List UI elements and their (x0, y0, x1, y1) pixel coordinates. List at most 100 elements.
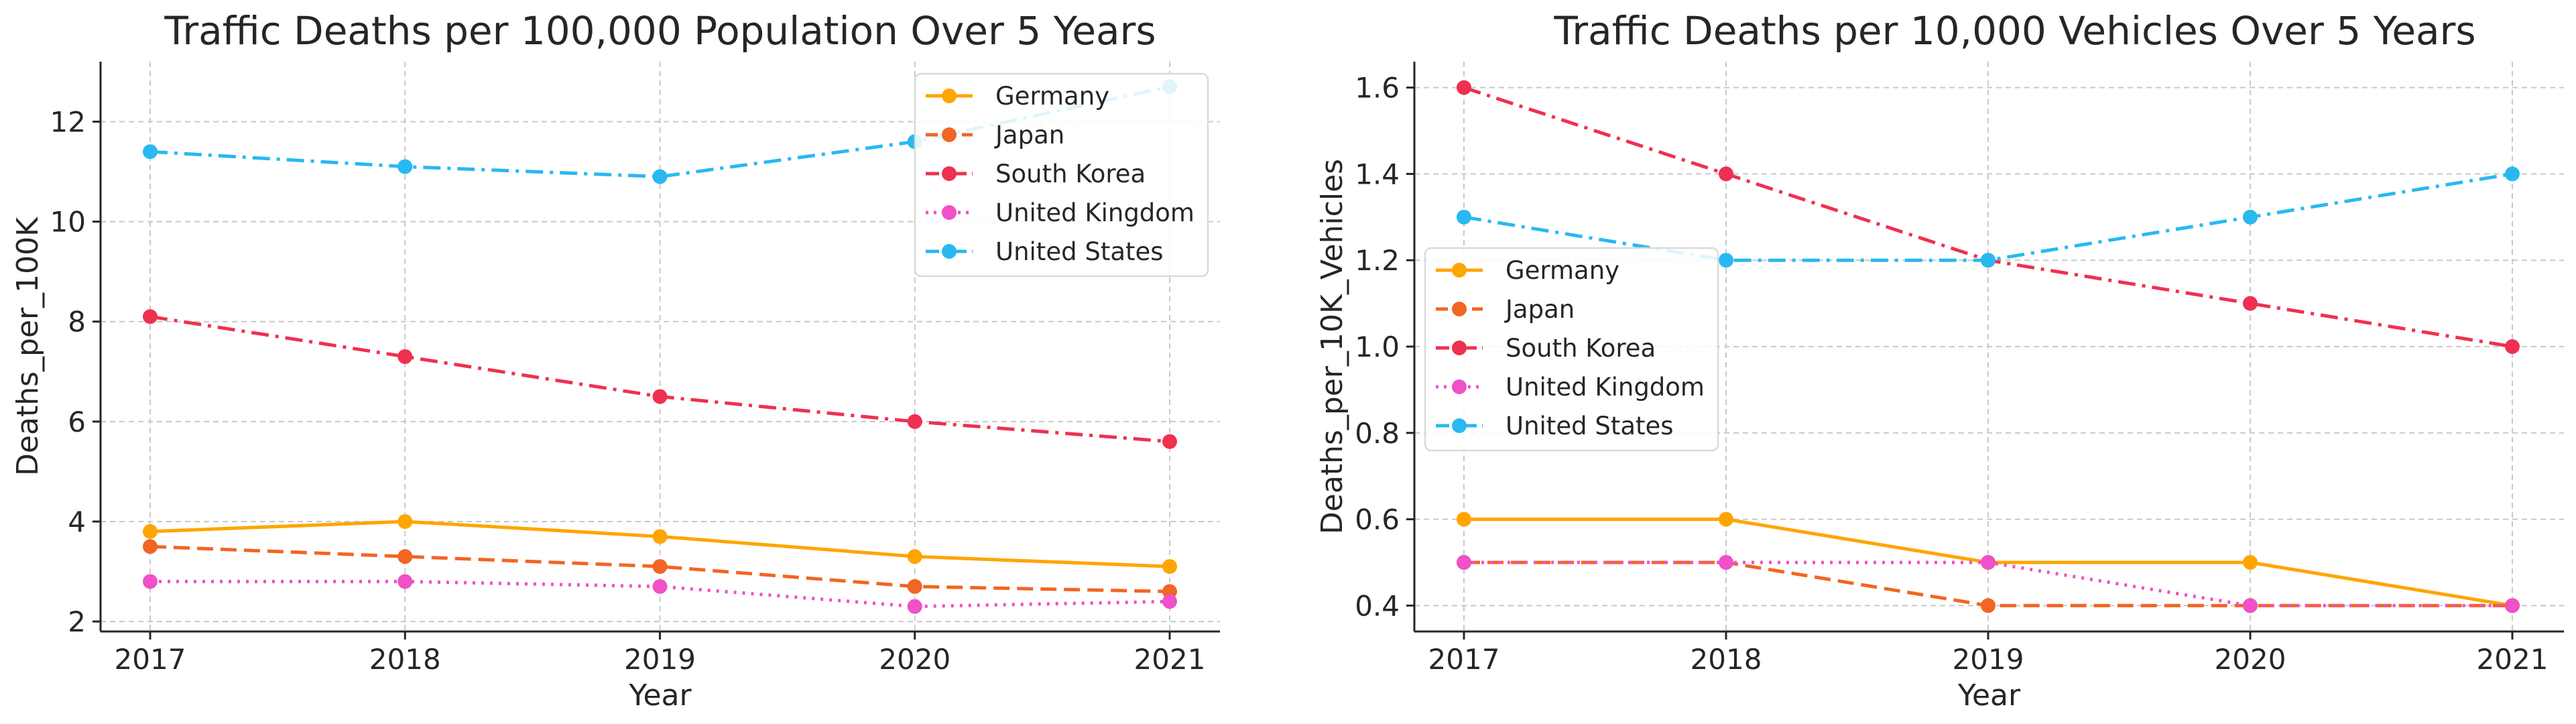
y-axis-label: Deaths_per_100K (11, 217, 45, 476)
legend-label-united-kingdom: United Kingdom (995, 198, 1194, 227)
data-point-south-korea (907, 414, 922, 429)
y-tick-label: 0.4 (1355, 589, 1400, 622)
legend-item-united-kingdom: United Kingdom (926, 198, 1194, 227)
legend-item-japan: Japan (1436, 295, 1575, 324)
series-united-kingdom (1457, 554, 2520, 613)
legend-item-united-states: United States (1436, 412, 1674, 440)
legend-label-japan: Japan (1504, 295, 1575, 324)
series-united-states (1457, 166, 2520, 268)
data-point-germany (397, 514, 413, 529)
legend-label-germany: Germany (1506, 256, 1619, 285)
y-tick-label: 2 (68, 605, 86, 638)
data-point-germany (2243, 554, 2258, 570)
legend: Germany Japan South Korea United Kingdom Uni… (914, 72, 1209, 278)
legend-item-united-states: United States (926, 237, 1164, 266)
data-point-germany (652, 529, 668, 544)
legend-marker-japan (942, 127, 957, 142)
data-point-united-kingdom (1981, 554, 1996, 570)
legend-item-south-korea: South Korea (926, 160, 1146, 188)
x-axis-label: Year (628, 678, 692, 713)
legend-marker-united-states (942, 244, 957, 259)
data-point-united-states (652, 169, 668, 184)
y-tick-label: 0.8 (1355, 417, 1400, 450)
data-point-south-korea (652, 389, 668, 404)
legend-box (1424, 247, 1719, 452)
data-point-united-states (2243, 209, 2258, 225)
data-point-south-korea (143, 309, 158, 324)
series-united-kingdom (143, 574, 1177, 614)
data-point-japan (143, 539, 158, 554)
legend-marker-germany (942, 88, 957, 103)
data-point-united-kingdom (1719, 554, 1733, 570)
legend-item-south-korea: South Korea (1436, 334, 1656, 363)
legend-item-germany: Germany (926, 82, 1109, 111)
chart-2: 2017 2018 2019 2020 2021 0.4 0.6 0.8 1.0 1.2 1.4 1.… (1315, 8, 2564, 713)
y-tick-label: 12 (50, 105, 86, 138)
x-tick-label: 2021 (1134, 643, 1206, 676)
y-tick-label: 1.4 (1355, 158, 1400, 190)
legend: Germany Japan South Korea United Kingdom Uni… (1424, 247, 1719, 452)
legend-marker-south-korea (1452, 341, 1467, 355)
legend-label-south-korea: South Korea (995, 160, 1146, 188)
y-tick-label: 8 (68, 306, 86, 339)
data-point-united-states (1719, 253, 1733, 268)
data-point-united-kingdom (907, 599, 922, 614)
data-point-united-kingdom (143, 574, 158, 589)
y-tick-label: 0.6 (1355, 503, 1400, 536)
data-point-united-kingdom (397, 574, 413, 589)
data-point-south-korea (1457, 80, 1471, 95)
x-tick-label: 2018 (369, 643, 441, 676)
chart-title: Traffic Deaths per 100,000 Population Ov… (164, 8, 1156, 54)
data-point-united-states (2505, 166, 2520, 182)
x-tick-label: 2020 (879, 643, 950, 676)
y-tick-label: 1.6 (1355, 72, 1400, 105)
legend-label-united-kingdom: United Kingdom (1506, 373, 1705, 402)
data-point-japan (1981, 598, 1996, 613)
data-point-south-korea (2505, 339, 2520, 354)
data-point-germany (143, 524, 158, 539)
x-tick-label: 2018 (1691, 643, 1762, 676)
x-tick-label: 2020 (2215, 643, 2286, 676)
data-point-germany (907, 549, 922, 564)
y-tick-label: 4 (68, 505, 86, 538)
legend-item-japan: Japan (926, 121, 1064, 149)
data-point-united-states (1457, 209, 1471, 225)
data-point-united-states (397, 159, 413, 174)
legend-label-germany: Germany (995, 82, 1109, 111)
data-point-united-kingdom (1162, 594, 1177, 609)
data-point-united-kingdom (2505, 598, 2520, 613)
data-point-united-kingdom (652, 579, 668, 594)
legend-item-germany: Germany (1436, 256, 1619, 285)
x-tick-label: 2017 (115, 643, 186, 676)
data-point-japan (907, 579, 922, 594)
data-point-japan (397, 549, 413, 564)
legend-label-united-states: United States (995, 237, 1164, 266)
x-tick-label: 2017 (1428, 643, 1500, 676)
legend-marker-germany (1452, 263, 1467, 278)
chart-1: 2017 2018 2019 2020 2021 2 4 6 8 10 12 Traffic Deat… (11, 8, 1220, 713)
data-point-united-kingdom (1457, 554, 1471, 570)
series-germany (143, 514, 1177, 575)
series-south-korea (143, 309, 1177, 449)
data-point-south-korea (397, 349, 413, 364)
legend-marker-south-korea (942, 166, 957, 181)
data-point-germany (1457, 511, 1471, 527)
y-tick-label: 1.2 (1355, 244, 1400, 277)
data-point-south-korea (1162, 434, 1177, 449)
y-tick-label: 6 (68, 406, 86, 438)
data-point-south-korea (2243, 296, 2258, 311)
legend-label-japan: Japan (994, 121, 1064, 149)
legend-marker-united-kingdom (942, 205, 957, 220)
legend-label-south-korea: South Korea (1506, 334, 1656, 363)
legend-box (914, 72, 1209, 278)
data-point-germany (1719, 511, 1733, 527)
data-point-united-states (143, 144, 158, 160)
legend-marker-japan (1452, 302, 1467, 316)
data-point-south-korea (1719, 166, 1733, 182)
legend-marker-united-states (1452, 418, 1467, 433)
y-tick-label: 10 (50, 206, 86, 239)
x-tick-label: 2019 (624, 643, 696, 676)
legend-marker-united-kingdom (1452, 379, 1467, 394)
